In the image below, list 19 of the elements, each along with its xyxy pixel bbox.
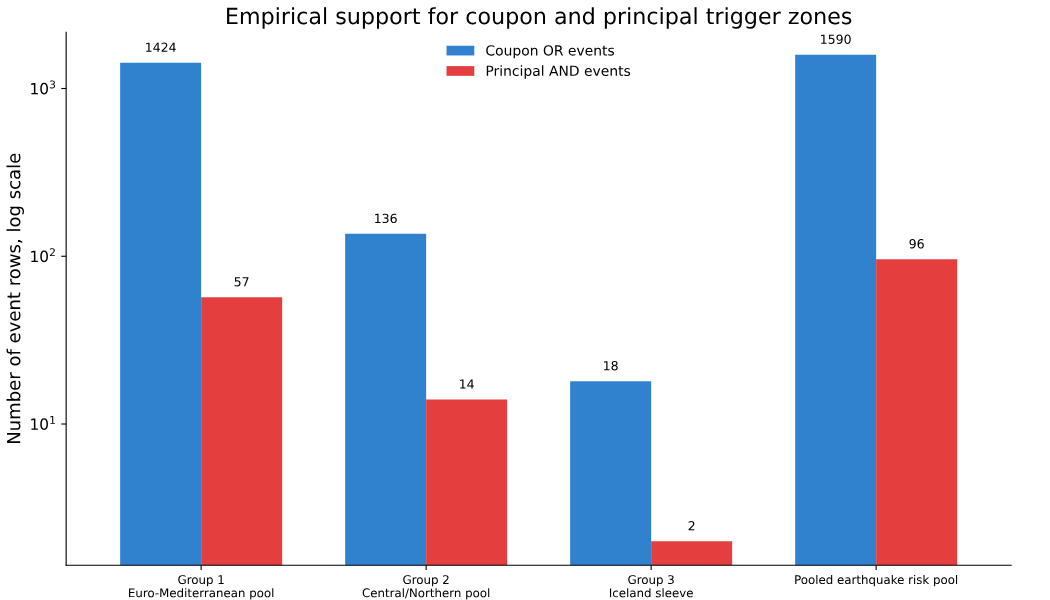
data-label: 57 <box>234 277 249 287</box>
data-label: 14 <box>460 379 474 389</box>
x-tick-label: Group 2 Central/Northern pool <box>362 575 490 600</box>
y-tick-label: 10$^{1}$ <box>31 416 55 430</box>
data-label: 1590 <box>821 34 851 44</box>
x-tick-label: Group 3 Iceland sleeve <box>609 575 693 598</box>
x-tick-label: Pooled earthquake risk pool <box>795 574 958 587</box>
data-label: 96 <box>909 239 924 249</box>
data-label: 136 <box>375 213 397 224</box>
y-tick-label: 10$^{2}$ <box>31 248 55 263</box>
chart-title: Empirical support for coupon and principal trigger zones <box>227 7 852 29</box>
y-tick-label: 10$^{3}$ <box>31 80 56 95</box>
legend-label: Coupon OR events <box>486 45 615 59</box>
legend-label: Principal AND events <box>486 65 631 79</box>
data-label: 18 <box>604 360 618 371</box>
y-axis-title: Number of event rows, log scale <box>6 153 24 444</box>
data-label: 2 <box>688 521 695 531</box>
x-tick-label: Group 1 Euro-Mediterranean pool <box>129 575 274 600</box>
data-label: 1424 <box>146 42 176 52</box>
